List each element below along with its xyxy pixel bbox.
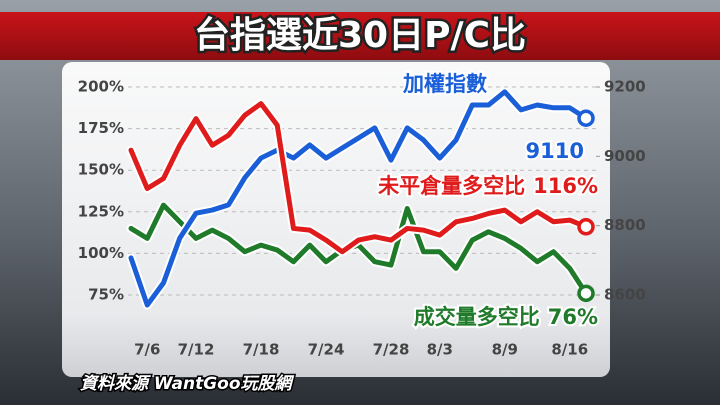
y2-tick-label: 8600 [604,286,646,304]
chart-title: 台指選近30日P/C比 [194,15,526,56]
y-tick-label: 125% [78,202,124,220]
y-tick-label: 75% [88,286,124,304]
end-value-label: 116% [533,174,598,198]
line [128,89,589,308]
series-label-group: 成交量多空比 76% [414,305,598,329]
y2-tick-label: 9000 [604,147,646,165]
y-tick-label: 175% [78,119,124,137]
title-banner [0,12,720,60]
series-label-group: 未平倉量多空比 116% [378,174,598,198]
plot-area [62,62,610,377]
x-tick-label: 8/9 [492,341,518,359]
end-marker [577,284,595,303]
series-label: 未平倉量多空比 [378,174,525,198]
x-tick-label: 8/16 [551,341,588,359]
end-marker [577,109,595,127]
line [128,101,589,255]
x-tick-label: 7/28 [373,341,410,359]
y2-tick-label: 8800 [604,216,646,234]
x-tick-label: 7/6 [134,341,160,359]
end-value-label: 76% [548,305,598,329]
x-tick-label: 7/18 [243,341,280,359]
y-tick-label: 150% [78,161,124,179]
x-tick-label: 7/12 [178,341,215,359]
end-value-label: 9110 [526,139,584,163]
y-tick-label: 100% [78,244,124,262]
series-label: 加權指數 [402,72,487,96]
end-marker [577,218,595,236]
series-label: 成交量多空比 [414,305,540,329]
x-tick-label: 8/3 [427,341,453,359]
source: 資料來源 WantGoo玩股網 [80,374,295,394]
y-tick-label: 200% [78,78,124,96]
x-tick-label: 7/24 [308,341,345,359]
y2-tick-label: 9200 [604,78,646,96]
